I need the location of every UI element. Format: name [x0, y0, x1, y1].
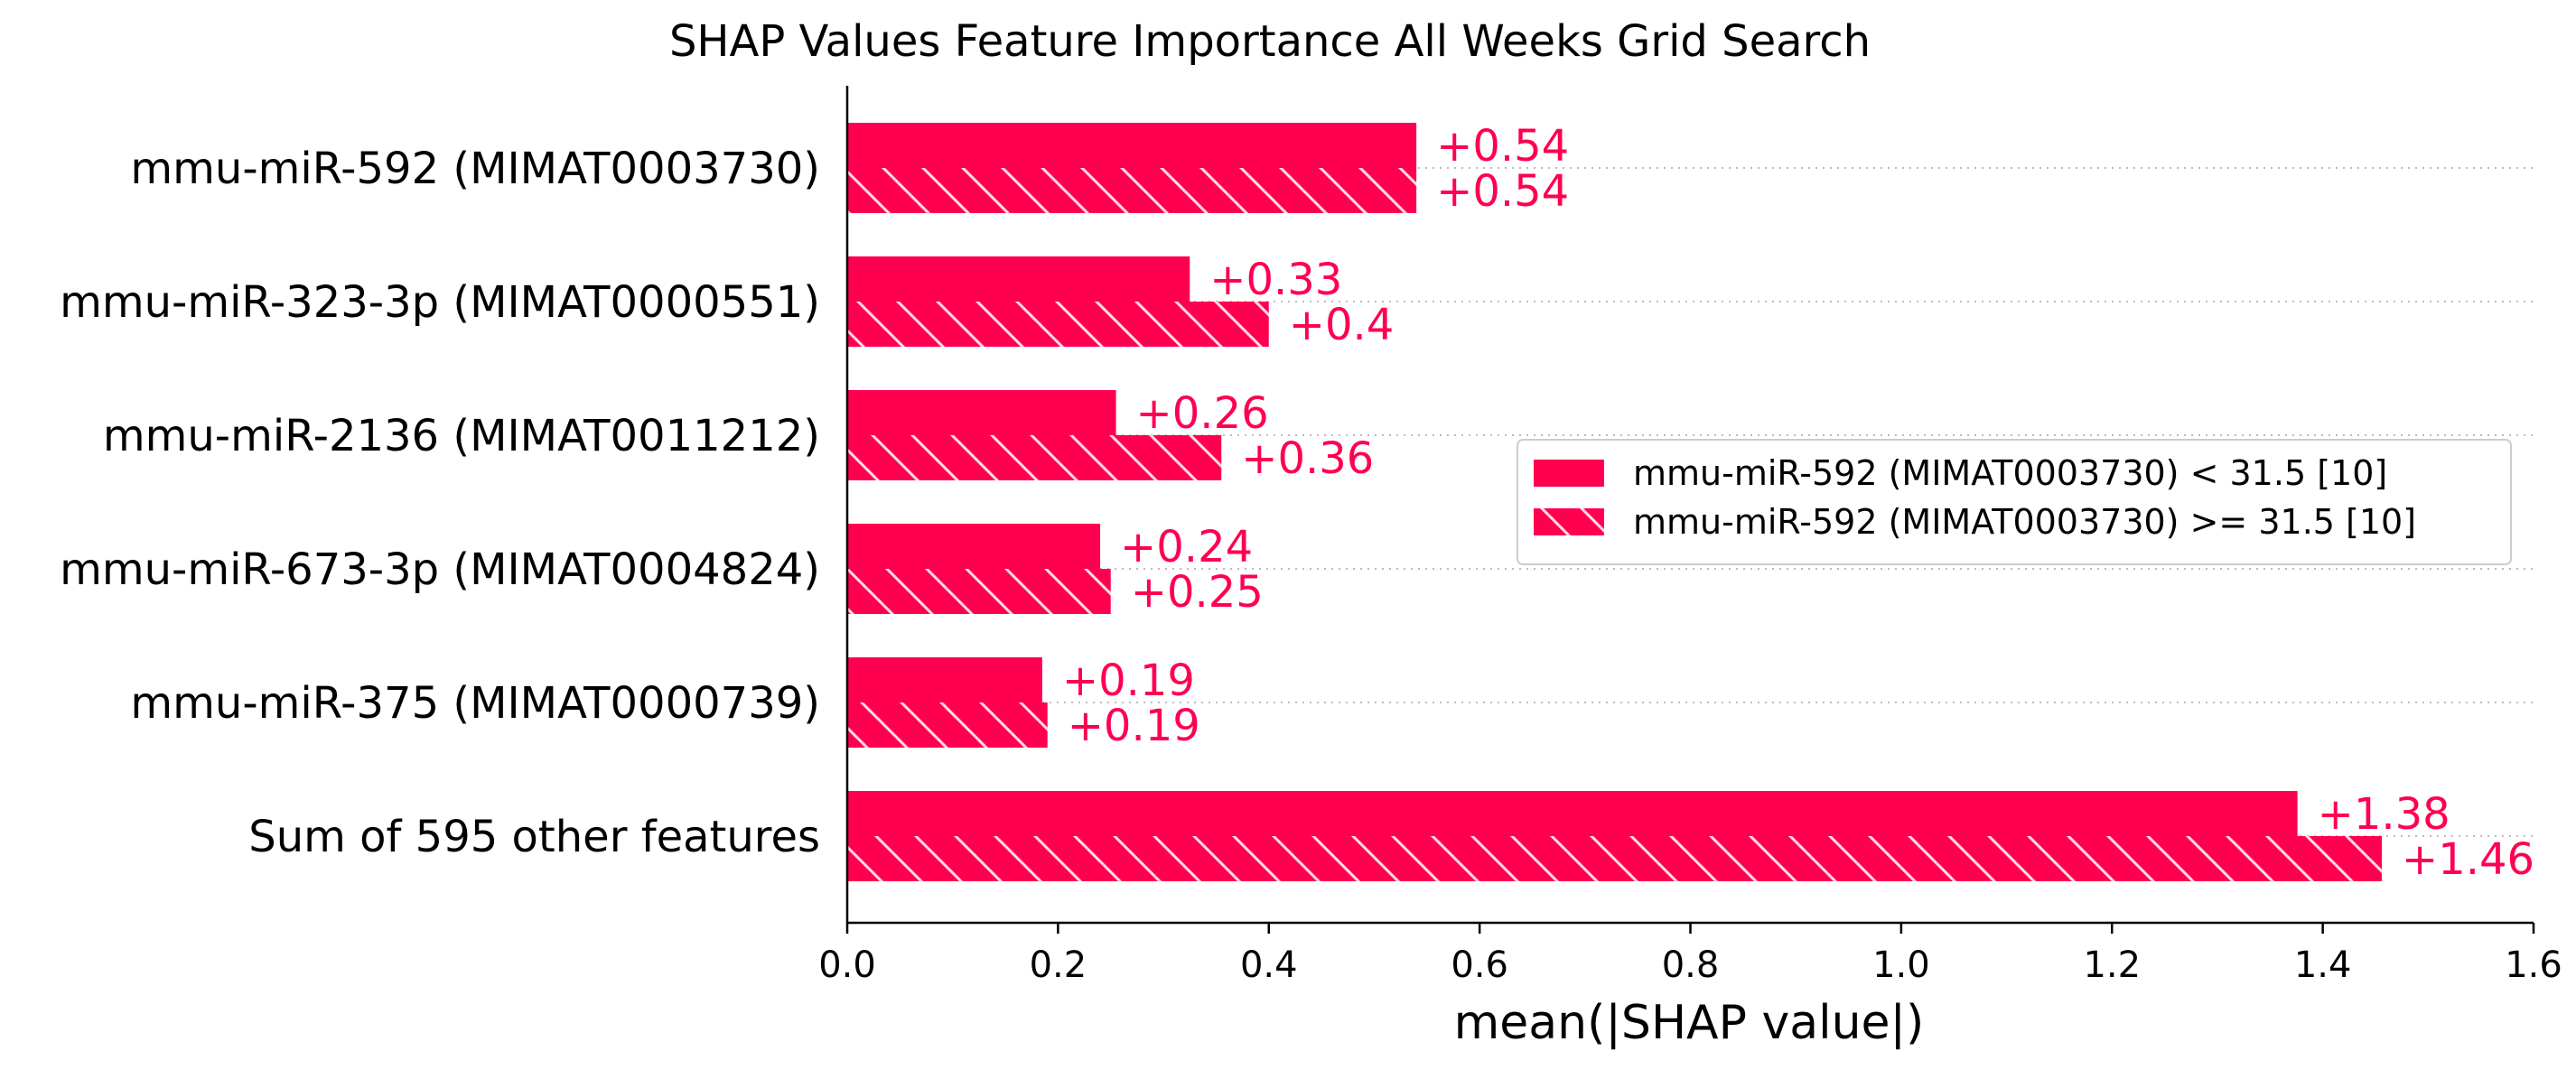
category-label: mmu-miR-2136 (MIMAT0011212): [103, 411, 820, 461]
legend-label: mmu-miR-592 (MIMAT0003730) < 31.5 [10]: [1633, 453, 2387, 493]
x-tick-label: 1.4: [2294, 944, 2352, 986]
bar-solid: [847, 791, 2298, 836]
category-label: mmu-miR-323-3p (MIMAT0000551): [60, 277, 820, 328]
data-label: +0.19: [1068, 701, 1200, 751]
data-label: +0.25: [1131, 567, 1264, 618]
bar-hatched: [847, 569, 1111, 614]
data-label: +1.38: [2318, 789, 2450, 840]
bar-hatched: [847, 435, 1222, 480]
bar-solid: [847, 390, 1116, 435]
bar-solid: [847, 123, 1417, 168]
axes-layer: 0.0 0.2 0.4 0.6 0.8 1.0 1.2 1.4 1.6: [818, 86, 2562, 986]
data-label: +0.4: [1289, 300, 1395, 350]
x-tick-label: 0.0: [818, 944, 876, 986]
x-tick-label: 0.4: [1240, 944, 1298, 986]
bar-solid: [847, 657, 1042, 702]
x-tick-label: 1.0: [1872, 944, 1930, 986]
data-label: +0.24: [1120, 522, 1253, 572]
x-tick-label: 0.8: [1662, 944, 1720, 986]
legend-swatch-hatched: [1534, 508, 1604, 535]
legend: mmu-miR-592 (MIMAT0003730) < 31.5 [10] mm…: [1517, 439, 2512, 565]
bar-hatched: [847, 836, 2382, 881]
category-label: mmu-miR-673-3p (MIMAT0004824): [60, 544, 820, 595]
x-tick-label: 0.2: [1030, 944, 1087, 986]
data-label: +0.19: [1062, 656, 1195, 706]
data-label: +0.54: [1436, 166, 1569, 217]
bar-hatched: [847, 702, 1048, 748]
x-tick-label: 1.2: [2083, 944, 2141, 986]
bar-hatched: [847, 302, 1269, 347]
x-axis-label: mean(|SHAP value|): [1454, 996, 1925, 1050]
data-label: +0.54: [1436, 121, 1569, 172]
data-label: +1.46: [2402, 834, 2534, 885]
legend-swatch-solid: [1534, 460, 1604, 487]
labels-layer: mmu-miR-592 (MIMAT0003730) +0.54+0.54 mmu-…: [60, 121, 2534, 885]
data-label: +0.26: [1136, 388, 1269, 439]
bar-solid: [847, 524, 1101, 569]
category-label: Sum of 595 other features: [248, 812, 820, 862]
category-label: mmu-miR-592 (MIMAT0003730): [130, 144, 820, 194]
legend-box: [1517, 439, 2512, 565]
data-label: +0.36: [1241, 433, 1374, 484]
x-tick-label: 0.6: [1451, 944, 1508, 986]
bar-solid: [847, 256, 1190, 302]
category-label: mmu-miR-375 (MIMAT0000739): [130, 678, 820, 729]
bar-hatched: [847, 168, 1417, 213]
chart-title: SHAP Values Feature Importance All Weeks…: [669, 16, 1871, 67]
legend-label: mmu-miR-592 (MIMAT0003730) >= 31.5 [10]: [1633, 502, 2416, 542]
bars-layer: [847, 123, 2382, 881]
data-label: +0.33: [1209, 255, 1342, 305]
x-tick-label: 1.6: [2505, 944, 2562, 986]
